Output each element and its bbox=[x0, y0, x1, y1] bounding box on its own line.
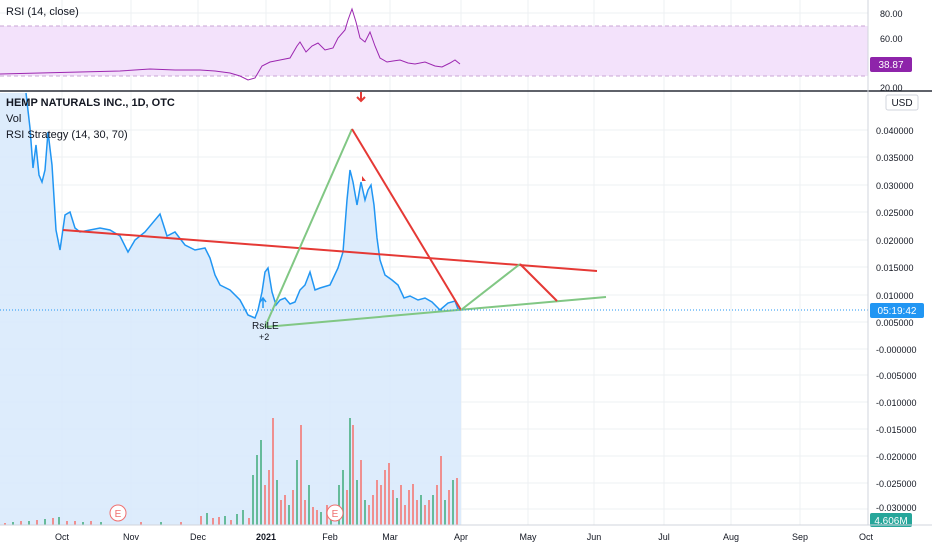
svg-text:-0.025000: -0.025000 bbox=[876, 479, 917, 489]
svg-text:-0.030000: -0.030000 bbox=[876, 503, 917, 513]
svg-text:0.035000: 0.035000 bbox=[876, 153, 914, 163]
currency-badge[interactable]: USD bbox=[885, 94, 919, 111]
countdown-badge: 05:19:42 bbox=[870, 303, 924, 318]
vol-legend[interactable]: Vol bbox=[6, 113, 22, 125]
svg-text:May: May bbox=[519, 532, 537, 542]
svg-text:05:19:42: 05:19:42 bbox=[878, 306, 917, 317]
trend-green-line bbox=[264, 296, 607, 328]
time-axis: Oct Nov Dec 2021 Feb Mar Apr May Jun Jul… bbox=[55, 532, 874, 542]
rsi-legend[interactable]: RSI (14, close) bbox=[6, 6, 79, 18]
svg-text:0.020000: 0.020000 bbox=[876, 236, 914, 246]
svg-text:20.00: 20.00 bbox=[880, 83, 903, 93]
volume-bars bbox=[4, 418, 458, 525]
svg-text:Jun: Jun bbox=[587, 532, 602, 542]
svg-text:-0.020000: -0.020000 bbox=[876, 452, 917, 462]
svg-text:-0.000000: -0.000000 bbox=[876, 345, 917, 355]
svg-text:80.00: 80.00 bbox=[880, 9, 903, 19]
buy-arrow-icon bbox=[259, 296, 267, 308]
symbol-title[interactable]: HEMP NATURALS INC., 1D, OTC bbox=[6, 97, 175, 109]
price-line bbox=[25, 92, 462, 319]
rsi-line bbox=[0, 7, 461, 81]
svg-text:Apr: Apr bbox=[454, 532, 468, 542]
svg-text:-0.010000: -0.010000 bbox=[876, 398, 917, 408]
strategy-legend[interactable]: RSI Strategy (14, 30, 70) bbox=[6, 129, 128, 141]
earnings-marker-2[interactable]: E bbox=[326, 504, 344, 522]
svg-text:E: E bbox=[332, 509, 339, 520]
projection-red bbox=[519, 263, 558, 302]
svg-text:0.015000: 0.015000 bbox=[876, 263, 914, 273]
rsi-band bbox=[0, 26, 868, 76]
rsi-axis: 80.00 60.00 20.00 bbox=[880, 9, 903, 93]
svg-text:Oct: Oct bbox=[859, 532, 874, 542]
pattern-green-up bbox=[264, 128, 353, 328]
svg-text:Sep: Sep bbox=[792, 532, 808, 542]
svg-text:Aug: Aug bbox=[723, 532, 739, 542]
svg-text:0.005000: 0.005000 bbox=[876, 318, 914, 328]
signal-qty: +2 bbox=[259, 332, 269, 342]
pattern-red-down bbox=[351, 128, 462, 311]
svg-text:0.040000: 0.040000 bbox=[876, 126, 914, 136]
signal-marker-icon bbox=[362, 176, 366, 181]
svg-text:60.00: 60.00 bbox=[880, 34, 903, 44]
svg-text:Jul: Jul bbox=[658, 532, 670, 542]
projection-green bbox=[460, 263, 521, 311]
svg-text:-0.015000: -0.015000 bbox=[876, 425, 917, 435]
svg-text:Feb: Feb bbox=[322, 532, 338, 542]
svg-text:Nov: Nov bbox=[123, 532, 140, 542]
rsi-value-badge: 38.87 bbox=[870, 57, 912, 72]
svg-text:4.606M: 4.606M bbox=[874, 516, 907, 527]
price-fill bbox=[0, 93, 461, 525]
svg-text:-0.005000: -0.005000 bbox=[876, 371, 917, 381]
svg-text:E: E bbox=[115, 509, 122, 520]
svg-text:0.030000: 0.030000 bbox=[876, 181, 914, 191]
svg-text:38.87: 38.87 bbox=[878, 60, 903, 71]
svg-text:USD: USD bbox=[891, 98, 912, 109]
sell-arrow-icon bbox=[356, 92, 366, 103]
svg-text:Mar: Mar bbox=[382, 532, 398, 542]
signal-label: RsiLE bbox=[252, 321, 279, 332]
svg-text:0.025000: 0.025000 bbox=[876, 208, 914, 218]
svg-text:Oct: Oct bbox=[55, 532, 70, 542]
price-axis: 0.040000 0.035000 0.030000 0.025000 0.02… bbox=[876, 126, 917, 513]
rsi-panel bbox=[0, 7, 868, 81]
svg-text:0.010000: 0.010000 bbox=[876, 291, 914, 301]
price-panel: RsiLE +2 bbox=[0, 92, 868, 525]
volume-badge: 4.606M bbox=[870, 513, 912, 527]
svg-text:2021: 2021 bbox=[256, 532, 276, 542]
trend-red-line bbox=[62, 229, 598, 272]
svg-text:Dec: Dec bbox=[190, 532, 207, 542]
earnings-marker-1[interactable]: E bbox=[109, 504, 127, 522]
